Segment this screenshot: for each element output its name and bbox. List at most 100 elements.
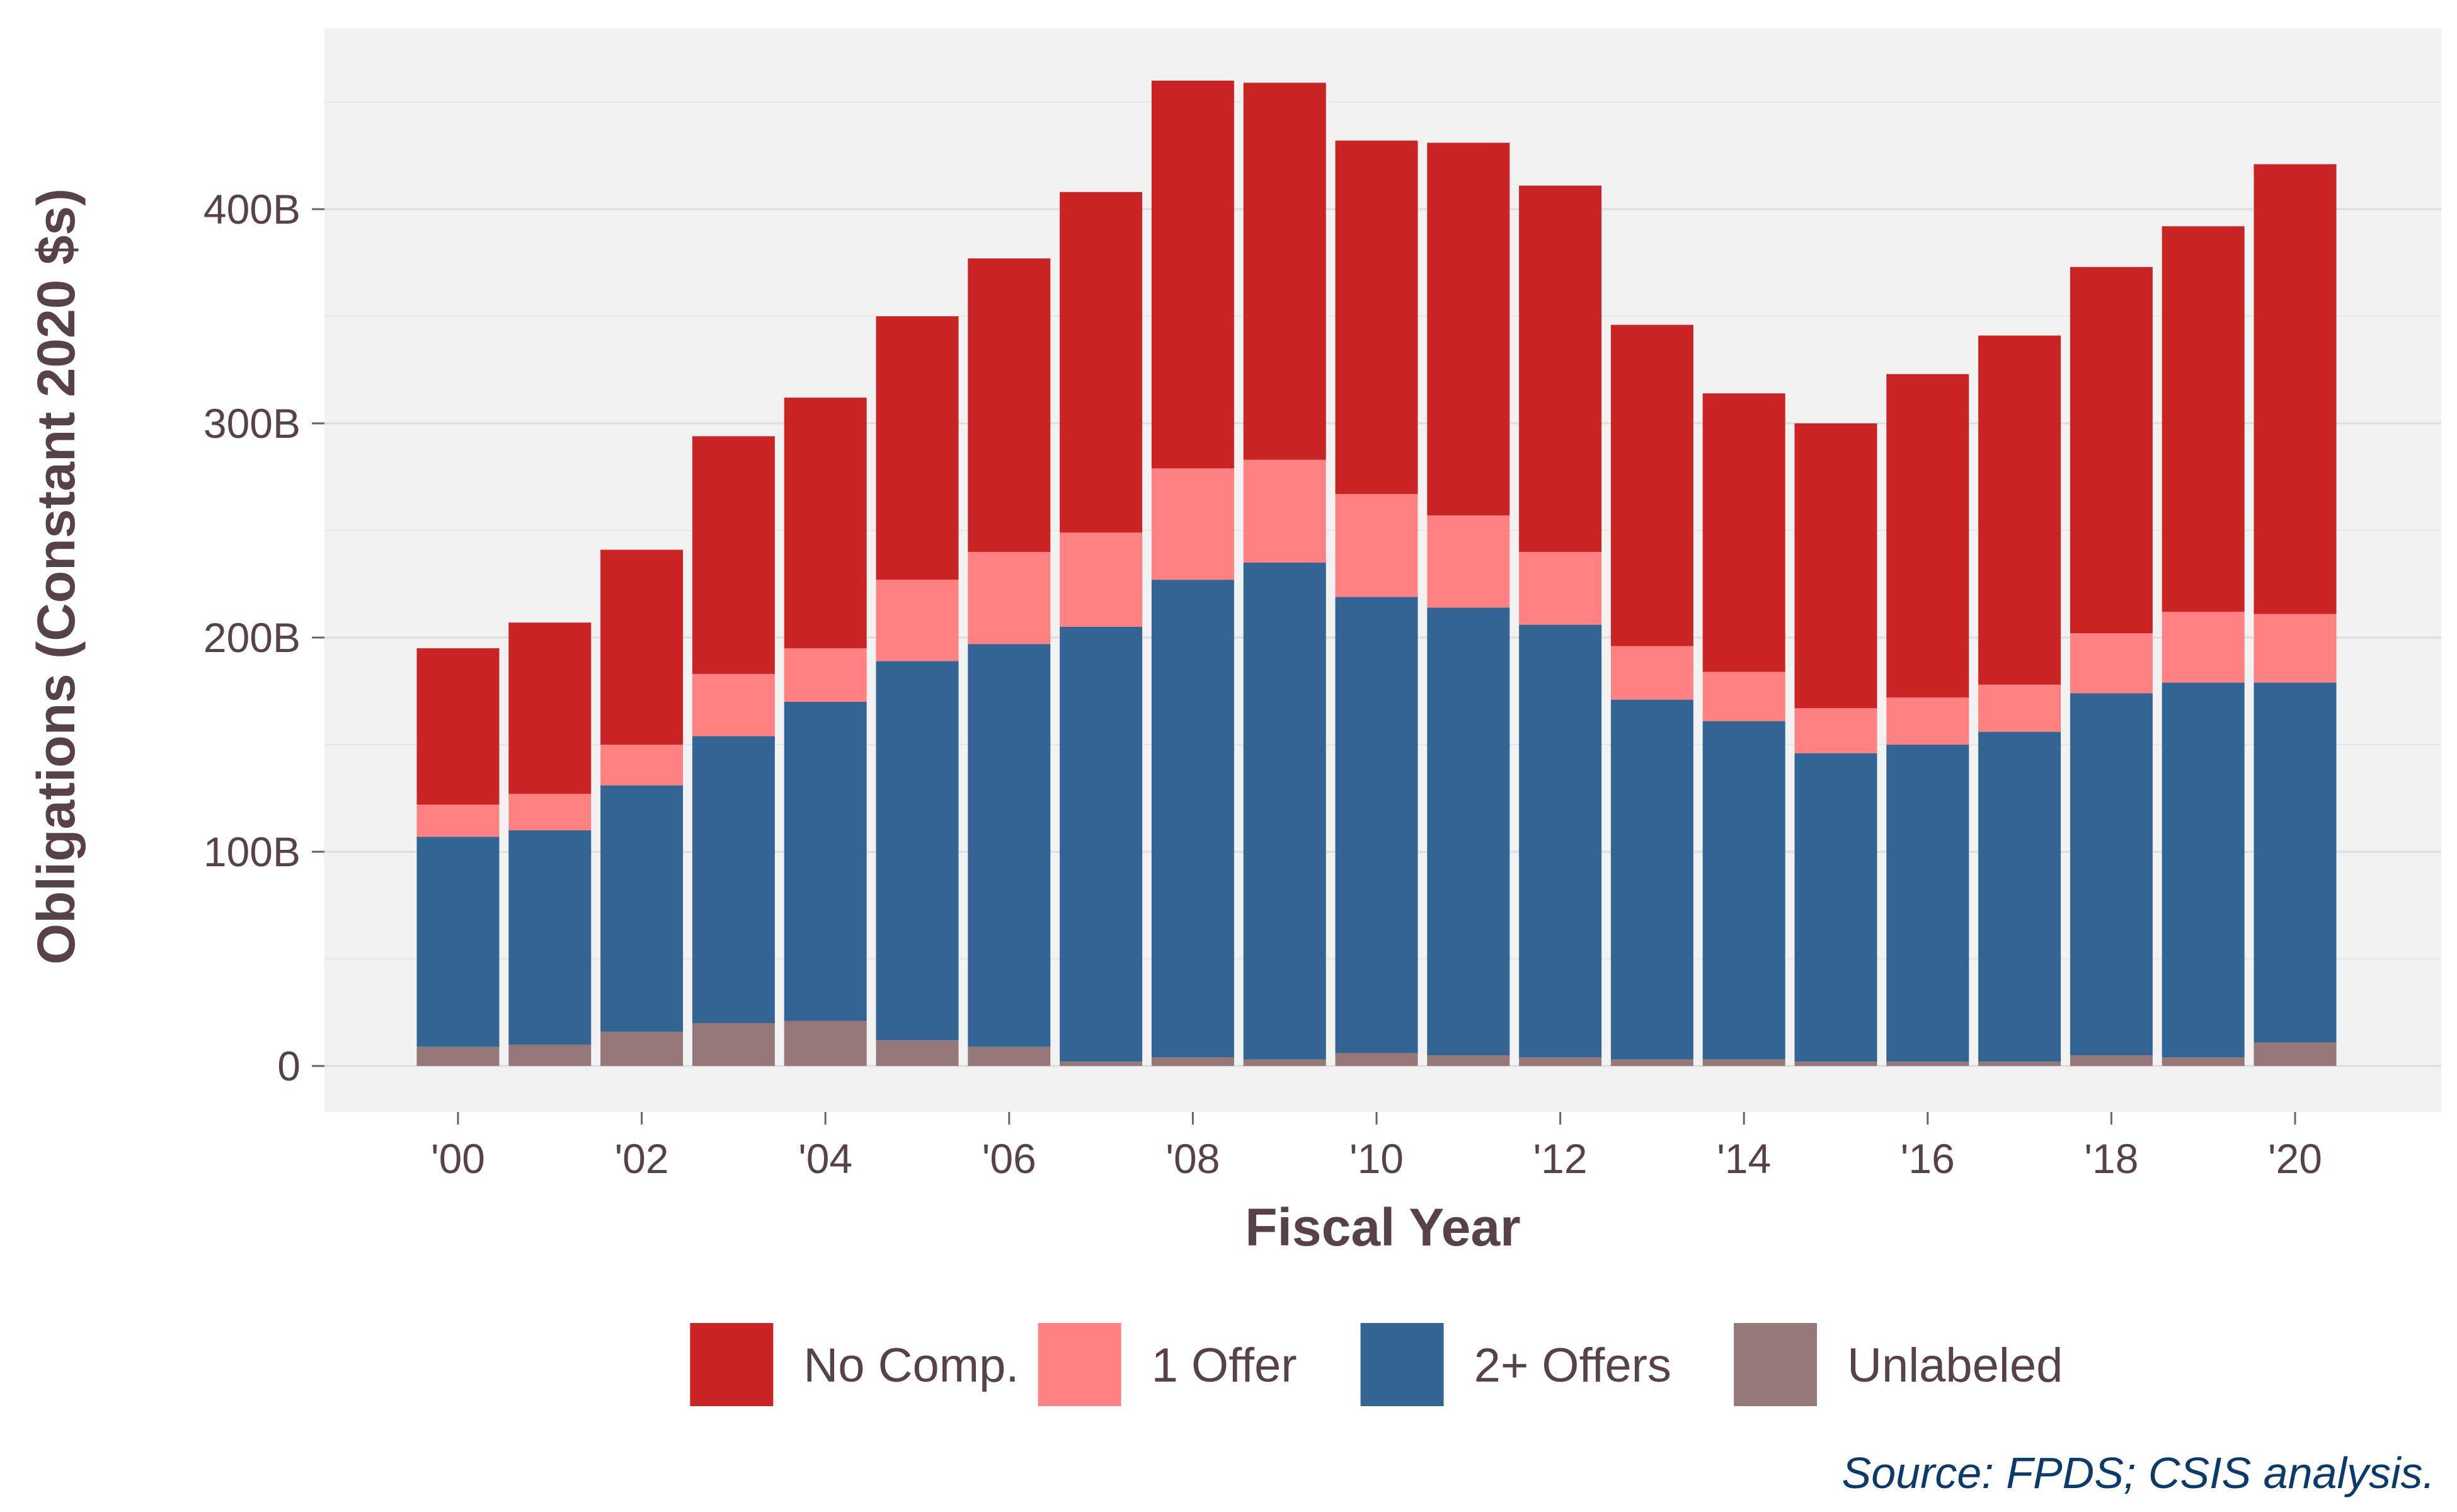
bar-2-offers-2006 <box>968 644 1051 1047</box>
bar-1-offer-2018 <box>2070 633 2153 694</box>
bar-2-offers-2011 <box>1427 607 1510 1055</box>
y-tick-label: 0 <box>277 1043 301 1089</box>
bar-no-comp-2014 <box>1702 393 1785 672</box>
bar-unlabeled-2018 <box>2070 1055 2153 1066</box>
bar-unlabeled-2002 <box>600 1031 684 1066</box>
bar-no-comp-2015 <box>1794 423 1877 709</box>
bar-1-offer-2014 <box>1702 672 1785 721</box>
bar-2-offers-2018 <box>2070 693 2153 1055</box>
bar-unlabeled-2013 <box>1610 1059 1693 1066</box>
bar-no-comp-2020 <box>2254 164 2337 614</box>
bar-1-offer-2010 <box>1335 494 1418 597</box>
x-tick-label: '06 <box>982 1135 1036 1182</box>
bar-unlabeled-2007 <box>1060 1062 1143 1066</box>
y-axis: 0 100B 200B 300B 400B <box>203 186 324 1089</box>
bar-1-offer-2008 <box>1151 468 1234 580</box>
x-tick-label: '12 <box>1533 1135 1588 1182</box>
bar-2-offers-2012 <box>1519 624 1602 1058</box>
legend-key-no-comp <box>690 1323 774 1406</box>
bar-no-comp-2002 <box>600 549 684 745</box>
bar-2-offers-2002 <box>600 785 684 1032</box>
bar-1-offer-2012 <box>1519 552 1602 625</box>
bar-no-comp-2006 <box>968 258 1051 552</box>
bar-1-offer-2003 <box>692 673 775 736</box>
bar-1-offer-2013 <box>1610 646 1693 700</box>
bar-no-comp-2018 <box>2070 266 2153 634</box>
y-tick-label: 400B <box>203 186 301 232</box>
bar-1-offer-2020 <box>2254 614 2337 683</box>
bar-no-comp-2005 <box>876 316 959 580</box>
legend-label: No Comp. <box>803 1339 1019 1392</box>
bar-1-offer-2001 <box>508 794 592 830</box>
x-tick-label: '14 <box>1717 1135 1771 1182</box>
x-tick-label: '08 <box>1166 1135 1220 1182</box>
x-axis-title: Fiscal Year <box>1245 1198 1520 1257</box>
bar-2-offers-2005 <box>876 661 959 1041</box>
legend-label: Unlabeled <box>1847 1339 2063 1392</box>
bar-unlabeled-2016 <box>1886 1062 1969 1066</box>
bar-2-offers-2000 <box>416 837 500 1047</box>
legend-label: 2+ Offers <box>1474 1339 1671 1392</box>
bar-unlabeled-2010 <box>1335 1053 1418 1066</box>
x-tick-label: '04 <box>798 1135 852 1182</box>
x-axis: '00 '02 '04 '06 '08 '10 '12 '14 '16 '18 '20 <box>431 1112 2322 1182</box>
x-tick-label: '18 <box>2084 1135 2138 1182</box>
bar-2-offers-2016 <box>1886 745 1969 1062</box>
bar-2-offers-2019 <box>2162 682 2245 1058</box>
y-axis-title: Obligations (Constant 2020 $s) <box>26 188 86 965</box>
bar-unlabeled-2004 <box>784 1021 867 1066</box>
bar-1-offer-2011 <box>1427 515 1510 608</box>
bar-unlabeled-2008 <box>1151 1057 1234 1066</box>
y-tick-label: 200B <box>203 614 301 661</box>
bar-unlabeled-2009 <box>1243 1059 1326 1066</box>
bar-2-offers-2015 <box>1794 753 1877 1062</box>
bar-1-offer-2015 <box>1794 708 1877 753</box>
x-tick-label: '00 <box>431 1135 485 1182</box>
y-tick-label: 300B <box>203 400 301 447</box>
legend-key-unlabeled <box>1734 1323 1818 1406</box>
bar-2-offers-2003 <box>692 736 775 1023</box>
bar-2-offers-2014 <box>1702 721 1785 1060</box>
bar-no-comp-2019 <box>2162 226 2245 612</box>
bar-2-offers-2007 <box>1060 627 1143 1062</box>
bar-no-comp-2007 <box>1060 192 1143 533</box>
bar-2-offers-2008 <box>1151 580 1234 1058</box>
bar-unlabeled-2003 <box>692 1023 775 1066</box>
bar-no-comp-2003 <box>692 436 775 674</box>
bar-1-offer-2000 <box>416 805 500 837</box>
x-tick-label: '02 <box>615 1135 669 1182</box>
bar-no-comp-2010 <box>1335 140 1418 495</box>
bar-unlabeled-2019 <box>2162 1057 2245 1066</box>
bar-no-comp-2000 <box>416 648 500 805</box>
bar-unlabeled-2015 <box>1794 1062 1877 1066</box>
bar-1-offer-2007 <box>1060 532 1143 627</box>
bar-2-offers-2004 <box>784 702 867 1021</box>
bar-1-offer-2006 <box>968 552 1051 644</box>
bar-2-offers-2013 <box>1610 699 1693 1060</box>
legend-key-1-offer <box>1038 1323 1121 1406</box>
legend: No Comp. 1 Offer 2+ Offers Unlabeled <box>690 1323 2063 1406</box>
bar-2-offers-2017 <box>1978 731 2061 1062</box>
bar-no-comp-2001 <box>508 622 592 794</box>
bar-1-offer-2002 <box>600 745 684 786</box>
bar-no-comp-2012 <box>1519 185 1602 553</box>
bar-2-offers-2009 <box>1243 563 1326 1060</box>
bar-unlabeled-2017 <box>1978 1062 2061 1066</box>
bar-no-comp-2008 <box>1151 81 1234 469</box>
bar-1-offer-2009 <box>1243 459 1326 563</box>
bar-no-comp-2013 <box>1610 324 1693 646</box>
bar-unlabeled-2014 <box>1702 1059 1785 1066</box>
source-note: Source: FPDS; CSIS analysis. <box>1842 1448 2435 1498</box>
x-tick-label: '10 <box>1349 1135 1404 1182</box>
bar-1-offer-2004 <box>784 648 867 702</box>
bar-no-comp-2009 <box>1243 83 1326 460</box>
bar-unlabeled-2012 <box>1519 1057 1602 1066</box>
bar-2-offers-2001 <box>508 830 592 1045</box>
bar-1-offer-2016 <box>1886 697 1969 745</box>
bar-no-comp-2011 <box>1427 142 1510 516</box>
bar-no-comp-2017 <box>1978 335 2061 685</box>
bar-unlabeled-2005 <box>876 1040 959 1066</box>
bar-1-offer-2019 <box>2162 612 2245 683</box>
bar-1-offer-2017 <box>1978 684 2061 732</box>
